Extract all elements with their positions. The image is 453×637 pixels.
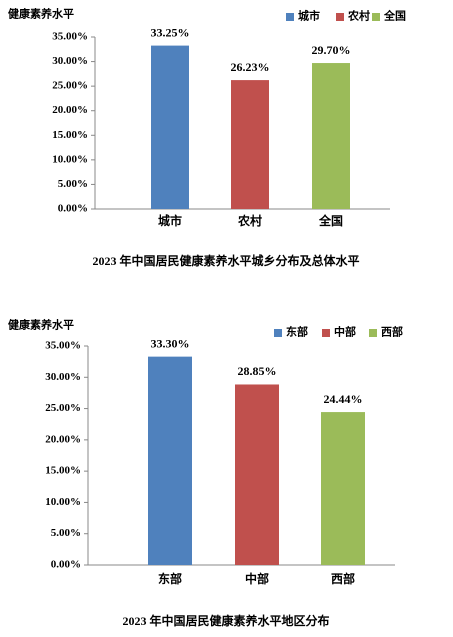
y-tick-label: 30.00% bbox=[45, 371, 81, 383]
bar bbox=[321, 412, 365, 565]
bar bbox=[235, 384, 279, 565]
y-tick-label: 20.00% bbox=[52, 104, 88, 116]
chart-title: 2023 年中国居民健康素养水平地区分布 bbox=[122, 613, 329, 628]
bar bbox=[151, 45, 189, 209]
y-tick-label: 15.00% bbox=[52, 129, 88, 141]
x-tick-label: 中部 bbox=[245, 571, 269, 586]
legend-swatch bbox=[369, 329, 377, 337]
x-tick-label: 城市 bbox=[158, 213, 182, 228]
value-label: 29.70% bbox=[312, 43, 351, 57]
x-tick-label: 东部 bbox=[158, 571, 182, 586]
legend-label: 中部 bbox=[334, 325, 356, 339]
y-tick-label: 35.00% bbox=[45, 340, 81, 352]
y-tick-label: 5.00% bbox=[51, 527, 81, 539]
legend-swatch bbox=[336, 13, 344, 21]
y-tick-label: 20.00% bbox=[45, 433, 81, 445]
y-tick-label: 25.00% bbox=[45, 402, 81, 414]
x-tick-label: 农村 bbox=[237, 213, 262, 228]
legend-label: 东部 bbox=[286, 325, 308, 339]
y-tick-label: 10.00% bbox=[52, 153, 88, 165]
legend-label: 城市 bbox=[298, 9, 320, 23]
y-tick-label: 15.00% bbox=[45, 465, 81, 477]
y-axis-label: 健康素养水平 bbox=[8, 7, 74, 21]
value-label: 33.25% bbox=[151, 25, 190, 39]
legend-swatch bbox=[286, 13, 294, 21]
legend-label: 西部 bbox=[381, 325, 403, 339]
chart-title: 2023 年中国居民健康素养水平城乡分布及总体水平 bbox=[92, 253, 359, 268]
y-tick-label: 0.00% bbox=[51, 559, 81, 571]
bar bbox=[148, 356, 192, 565]
x-tick-label: 全国 bbox=[318, 213, 343, 228]
legend-label: 农村 bbox=[347, 9, 370, 23]
y-tick-label: 25.00% bbox=[52, 80, 88, 92]
legend-label: 全国 bbox=[383, 9, 406, 23]
y-tick-label: 0.00% bbox=[58, 203, 88, 215]
value-label: 24.44% bbox=[324, 392, 363, 406]
value-label: 28.85% bbox=[238, 364, 277, 378]
y-tick-label: 5.00% bbox=[58, 178, 88, 190]
y-tick-label: 30.00% bbox=[52, 55, 88, 67]
value-label: 33.30% bbox=[151, 336, 190, 350]
bar bbox=[312, 63, 350, 209]
x-tick-label: 西部 bbox=[331, 571, 355, 586]
legend-swatch bbox=[372, 13, 380, 21]
y-axis-label: 健康素养水平 bbox=[8, 318, 74, 332]
y-tick-label: 10.00% bbox=[45, 496, 81, 508]
y-tick-label: 35.00% bbox=[52, 31, 88, 43]
value-label: 26.23% bbox=[231, 60, 270, 74]
legend-swatch bbox=[322, 329, 330, 337]
legend-swatch bbox=[274, 329, 282, 337]
bar bbox=[231, 80, 269, 209]
